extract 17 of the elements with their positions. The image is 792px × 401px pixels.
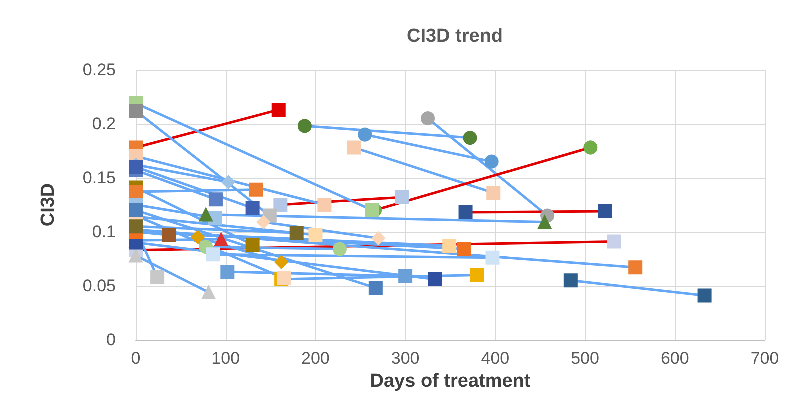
y-tick-label: 0.2 (92, 114, 116, 134)
x-tick-label: 700 (750, 349, 780, 368)
y-tick-label: 0.25 (82, 60, 116, 80)
x-tick-label: 100 (212, 349, 240, 368)
y-tick-label: 0.1 (92, 222, 116, 242)
y-axis-title: CI3D (38, 183, 59, 227)
y-tick-label: 0.15 (82, 168, 116, 188)
x-tick-label: 0 (131, 349, 141, 368)
x-axis-title: Days of treatment (370, 370, 532, 392)
chart-title: CI3D trend (406, 26, 504, 47)
y-tick-label: 0.05 (82, 276, 116, 296)
y-tick-label: 0 (106, 330, 116, 350)
x-tick-label: 600 (660, 349, 690, 368)
x-tick-label: 500 (571, 349, 600, 368)
x-tick-label: 400 (481, 349, 510, 368)
x-tick-label: 200 (302, 349, 330, 368)
x-tick-label: 300 (391, 349, 420, 368)
